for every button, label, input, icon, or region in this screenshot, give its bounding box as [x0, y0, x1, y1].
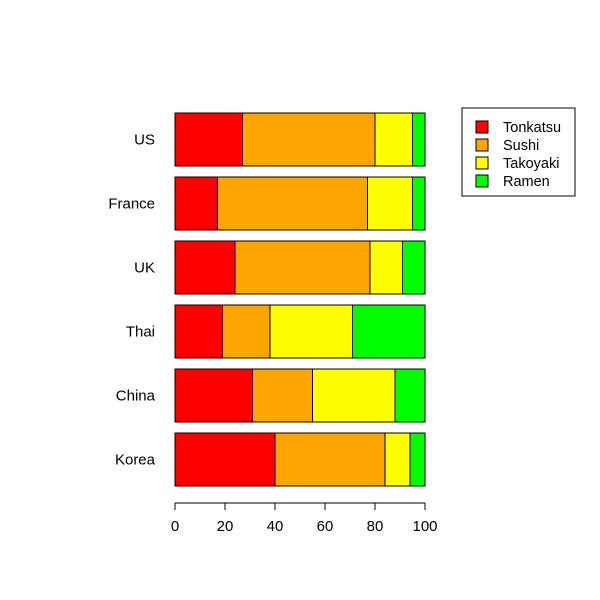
category-label: Korea	[115, 452, 156, 469]
x-axis: 0 20 40 60 80 100	[171, 502, 438, 535]
bar-segment-uk-takoyaki	[369, 240, 403, 295]
category-label: UK	[134, 260, 155, 277]
x-tick-label: 100	[412, 518, 437, 535]
legend-label-sushi: Sushi	[503, 138, 539, 154]
category-label: US	[134, 132, 155, 149]
legend-swatch-sushi	[475, 138, 489, 152]
bars-group	[174, 112, 426, 487]
bar-segment-korea-takoyaki	[384, 432, 411, 487]
bar-segment-france-tonkatsu	[174, 176, 218, 231]
legend-swatch-ramen	[475, 174, 489, 188]
bar-segment-us-tonkatsu	[174, 112, 243, 167]
legend-swatch-tonkatsu	[475, 120, 489, 134]
bar-segment-us-sushi	[242, 112, 376, 167]
category-label: Thai	[126, 324, 155, 341]
bar-segment-korea-tonkatsu	[174, 432, 276, 487]
bar-segment-china-takoyaki	[312, 368, 396, 423]
bar-segment-thai-ramen	[352, 304, 426, 359]
bar-segment-korea-sushi	[274, 432, 386, 487]
bar-segment-korea-ramen	[409, 432, 426, 487]
bar-segment-france-takoyaki	[367, 176, 413, 231]
legend-label-ramen: Ramen	[503, 174, 550, 190]
bar-segment-uk-tonkatsu	[174, 240, 236, 295]
x-tick-label: 20	[217, 518, 234, 535]
x-tick-label: 40	[267, 518, 284, 535]
bar-segment-france-ramen	[412, 176, 426, 231]
bar-segment-china-sushi	[252, 368, 313, 423]
bar-segment-thai-takoyaki	[269, 304, 353, 359]
bar-segment-china-tonkatsu	[174, 368, 253, 423]
bar-segment-uk-sushi	[234, 240, 371, 295]
bar-segment-us-ramen	[412, 112, 426, 167]
x-tick-label: 60	[317, 518, 334, 535]
bar-segment-us-takoyaki	[374, 112, 413, 167]
category-label: China	[116, 388, 156, 405]
bar-segment-china-ramen	[394, 368, 426, 423]
legend-label-takoyaki: Takoyaki	[503, 156, 559, 172]
bar-segment-thai-tonkatsu	[174, 304, 223, 359]
legend-swatch-takoyaki	[475, 156, 489, 170]
bar-segment-thai-sushi	[222, 304, 271, 359]
category-labels: US France UK Thai China Korea	[108, 132, 155, 469]
legend: Tonkatsu Sushi Takoyaki Ramen	[461, 107, 576, 197]
category-label: France	[108, 196, 155, 213]
x-tick-label: 80	[367, 518, 384, 535]
bar-segment-uk-ramen	[402, 240, 426, 295]
bar-segment-france-sushi	[217, 176, 368, 231]
x-tick-label: 0	[171, 518, 179, 535]
legend-label-tonkatsu: Tonkatsu	[503, 120, 561, 136]
